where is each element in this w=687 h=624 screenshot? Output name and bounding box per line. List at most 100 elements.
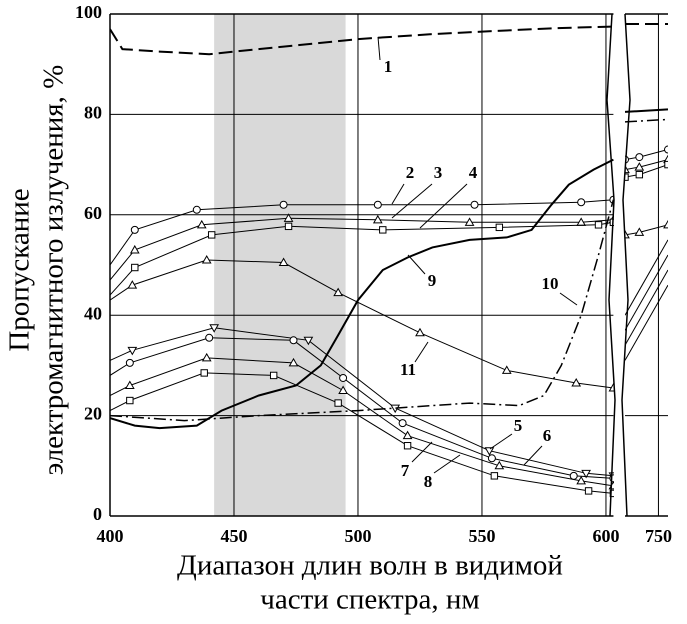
marker: [205, 333, 214, 342]
series-line: [625, 118, 668, 123]
marker: [339, 373, 348, 382]
series-label: 1: [384, 57, 393, 76]
marker: [284, 222, 293, 231]
series-line: [110, 357, 614, 487]
y-tick-label: 40: [84, 303, 102, 323]
series-label: 9: [428, 271, 437, 290]
series-line: [110, 217, 614, 281]
x-tick-label: 750: [645, 526, 672, 546]
marker: [625, 173, 629, 181]
series-label: 3: [434, 163, 443, 182]
series-line: [110, 158, 614, 430]
marker: [484, 447, 495, 456]
marker: [577, 198, 586, 207]
marker: [372, 214, 383, 224]
series-line: [110, 372, 614, 494]
plot-area: [625, 23, 668, 361]
marker: [634, 227, 645, 236]
series-label: 5: [514, 416, 523, 435]
series-label: 8: [424, 472, 433, 491]
marker: [196, 219, 207, 229]
marker: [470, 200, 479, 209]
marker: [495, 223, 504, 232]
leader-line: [377, 36, 381, 61]
series-line: [625, 149, 668, 161]
plot-area: [110, 25, 614, 498]
marker: [571, 377, 582, 387]
marker: [634, 162, 645, 171]
y-axis-label: электромагнитного излучения, %: [38, 65, 70, 475]
marker: [609, 489, 614, 498]
marker: [635, 170, 644, 179]
marker: [209, 324, 220, 333]
marker: [269, 371, 278, 380]
axis-break: [606, 13, 616, 517]
series-line: [625, 224, 668, 236]
leader-line: [433, 454, 461, 474]
marker: [200, 369, 208, 377]
series-line: [110, 199, 614, 266]
series-line: [625, 108, 668, 113]
x-tick-label: 550: [468, 526, 495, 546]
leader-line: [407, 254, 426, 275]
series-label: 4: [469, 163, 478, 182]
marker: [289, 336, 298, 345]
marker: [125, 358, 134, 367]
marker: [288, 357, 299, 367]
series-line: [110, 221, 614, 296]
x-axis-label: части спектра, нм: [260, 584, 480, 616]
marker: [569, 471, 578, 480]
marker: [129, 244, 140, 254]
series-line: [110, 337, 614, 479]
marker: [664, 160, 668, 169]
marker: [487, 454, 496, 463]
leader-line: [523, 445, 543, 466]
marker: [402, 430, 413, 440]
marker: [279, 200, 288, 209]
marker: [403, 442, 412, 450]
marker: [581, 469, 591, 479]
marker: [379, 226, 387, 234]
series-line: [110, 25, 614, 56]
series-line: [625, 159, 668, 171]
marker: [594, 221, 603, 229]
series-line: [625, 269, 668, 346]
marker: [124, 380, 135, 389]
marker: [283, 213, 294, 222]
marker: [415, 327, 425, 337]
axis-break: [621, 13, 631, 517]
marker: [338, 385, 348, 394]
y-axis-label: Пропускание: [4, 188, 36, 351]
right-panel: 750: [625, 13, 672, 546]
series-line: [625, 284, 668, 361]
series-line: [110, 199, 614, 422]
marker: [576, 475, 587, 485]
x-tick-label: 450: [220, 526, 247, 546]
marker: [663, 219, 668, 229]
marker: [126, 396, 134, 405]
leader-line: [414, 341, 429, 363]
marker: [663, 154, 668, 164]
marker: [333, 287, 344, 297]
series-line: [625, 164, 668, 178]
y-tick-label: 60: [84, 203, 102, 223]
marker: [608, 382, 614, 392]
marker: [130, 225, 139, 234]
series-line: [110, 327, 614, 477]
marker: [464, 217, 475, 226]
leader-line: [559, 292, 578, 306]
marker: [127, 280, 138, 289]
x-tick-label: 500: [344, 526, 371, 546]
series-line: [110, 259, 614, 389]
series-line: [625, 239, 668, 316]
marker: [192, 205, 201, 214]
marker: [127, 346, 138, 356]
series-label: 6: [543, 426, 552, 445]
x-axis-label: Диапазон длин волн в видимой: [177, 550, 563, 582]
marker: [494, 460, 505, 470]
marker: [398, 419, 407, 428]
leader-line: [391, 183, 405, 205]
marker: [207, 231, 216, 239]
